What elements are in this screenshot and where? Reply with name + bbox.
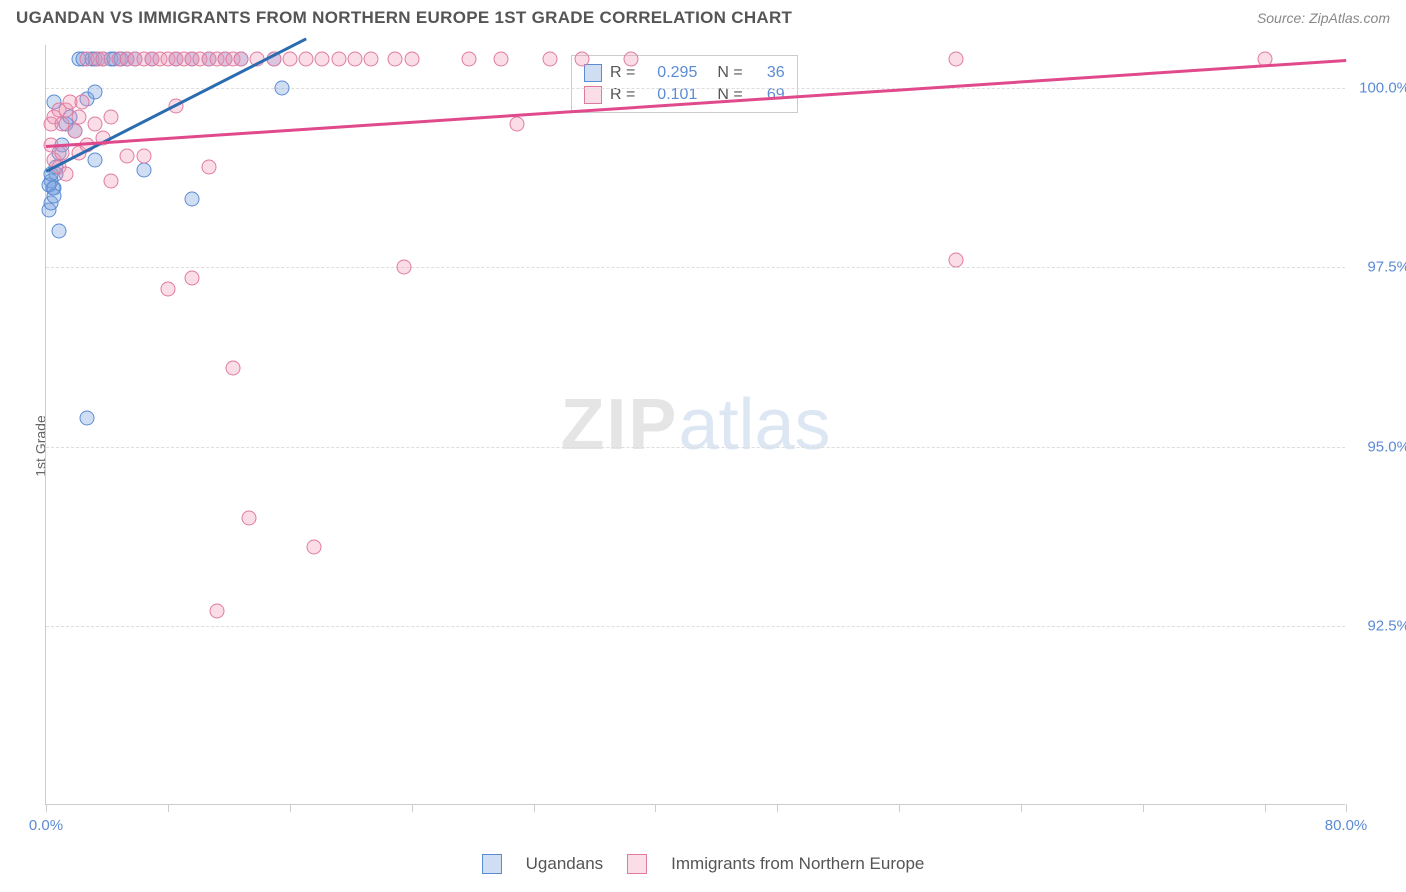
swatch-ugandans: [584, 64, 602, 82]
watermark: ZIPatlas: [560, 384, 830, 466]
data-point: [136, 163, 151, 178]
x-tick: [168, 804, 169, 812]
gridline: [46, 447, 1345, 448]
gridline: [46, 626, 1345, 627]
data-point: [201, 159, 216, 174]
y-tick-label: 95.0%: [1367, 438, 1406, 455]
data-point: [95, 52, 110, 67]
r-value-ugandans: 0.295: [647, 64, 697, 82]
data-point: [74, 95, 89, 110]
x-tick-label: 80.0%: [1325, 817, 1368, 834]
watermark-zip: ZIP: [560, 385, 678, 465]
n-label: N =: [717, 64, 742, 82]
source-label: Source: ZipAtlas.com: [1257, 10, 1390, 26]
x-tick: [777, 804, 778, 812]
y-tick-label: 100.0%: [1359, 80, 1406, 97]
data-point: [282, 52, 297, 67]
data-point: [331, 52, 346, 67]
data-point: [949, 253, 964, 268]
bottom-swatch-ugandans: [482, 854, 502, 874]
scatter-plot: ZIPatlas R = 0.295 N = 36 R = 0.101 N = …: [45, 45, 1345, 805]
gridline: [46, 267, 1345, 268]
data-point: [79, 410, 94, 425]
n-value-ugandans: 36: [755, 64, 785, 82]
data-point: [87, 152, 102, 167]
data-point: [104, 174, 119, 189]
data-point: [388, 52, 403, 67]
data-point: [274, 81, 289, 96]
x-tick: [412, 804, 413, 812]
data-point: [209, 604, 224, 619]
x-tick: [1021, 804, 1022, 812]
x-tick: [655, 804, 656, 812]
bottom-label-immigrants: Immigrants from Northern Europe: [671, 854, 924, 874]
data-point: [87, 116, 102, 131]
data-point: [68, 124, 83, 139]
bottom-label-ugandans: Ugandans: [526, 854, 604, 874]
data-point: [315, 52, 330, 67]
data-point: [120, 149, 135, 164]
title-bar: UGANDAN VS IMMIGRANTS FROM NORTHERN EURO…: [0, 0, 1406, 32]
data-point: [160, 281, 175, 296]
data-point: [347, 52, 362, 67]
x-tick-label: 0.0%: [29, 817, 63, 834]
data-point: [234, 52, 249, 67]
stats-row-ugandans: R = 0.295 N = 36: [584, 62, 785, 84]
data-point: [87, 84, 102, 99]
bottom-legend: Ugandans Immigrants from Northern Europe: [0, 854, 1406, 874]
data-point: [136, 149, 151, 164]
data-point: [242, 511, 257, 526]
data-point: [185, 271, 200, 286]
gridline: [46, 88, 1345, 89]
data-point: [949, 52, 964, 67]
x-tick: [46, 804, 47, 812]
data-point: [71, 109, 86, 124]
watermark-atlas: atlas: [678, 385, 830, 465]
data-point: [624, 52, 639, 67]
data-point: [299, 52, 314, 67]
data-point: [461, 52, 476, 67]
data-point: [58, 167, 73, 182]
x-tick: [1346, 804, 1347, 812]
chart-title: UGANDAN VS IMMIGRANTS FROM NORTHERN EURO…: [16, 8, 792, 28]
data-point: [47, 188, 62, 203]
x-tick: [534, 804, 535, 812]
data-point: [225, 360, 240, 375]
data-point: [185, 192, 200, 207]
data-point: [404, 52, 419, 67]
data-point: [510, 116, 525, 131]
bottom-swatch-immigrants: [627, 854, 647, 874]
x-tick: [1143, 804, 1144, 812]
x-tick: [1265, 804, 1266, 812]
y-tick-label: 92.5%: [1367, 617, 1406, 634]
data-point: [104, 109, 119, 124]
data-point: [575, 52, 590, 67]
data-point: [494, 52, 509, 67]
data-point: [542, 52, 557, 67]
x-tick: [290, 804, 291, 812]
y-tick-label: 97.5%: [1367, 259, 1406, 276]
data-point: [307, 539, 322, 554]
data-point: [364, 52, 379, 67]
data-point: [396, 260, 411, 275]
data-point: [52, 224, 67, 239]
x-tick: [899, 804, 900, 812]
